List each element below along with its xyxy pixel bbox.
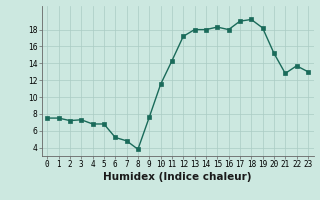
X-axis label: Humidex (Indice chaleur): Humidex (Indice chaleur) <box>103 172 252 182</box>
